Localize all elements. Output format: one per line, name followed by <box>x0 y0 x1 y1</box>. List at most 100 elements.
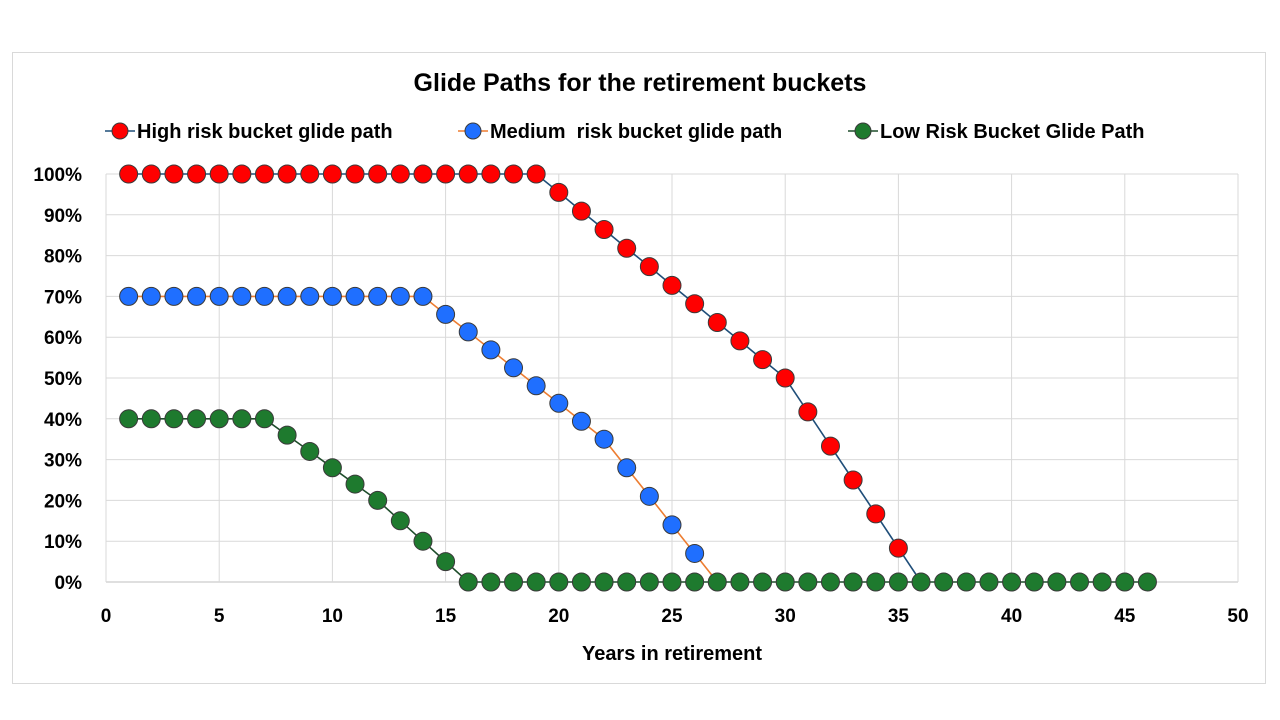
data-point <box>413 286 433 306</box>
data-point <box>141 164 161 184</box>
legend: High risk bucket glide path Medium risk b… <box>105 121 1145 143</box>
data-point <box>888 572 908 592</box>
data-point <box>798 572 818 592</box>
data-point <box>775 572 795 592</box>
data-point <box>504 572 524 592</box>
data-point <box>119 409 139 429</box>
data-point <box>1092 572 1112 592</box>
data-point <box>639 572 659 592</box>
data-point <box>187 164 207 184</box>
x-tick-label: 45 <box>1114 606 1136 627</box>
data-point <box>277 286 297 306</box>
x-tick-label: 50 <box>1227 606 1248 627</box>
data-point <box>164 409 184 429</box>
data-point <box>934 572 954 592</box>
data-point <box>458 322 478 342</box>
data-point <box>820 572 840 592</box>
data-point <box>164 286 184 306</box>
data-point <box>1115 572 1135 592</box>
data-point <box>187 286 207 306</box>
data-point <box>685 572 705 592</box>
y-tick-label: 80% <box>44 247 82 268</box>
data-point <box>254 409 274 429</box>
data-point <box>685 294 705 314</box>
data-point <box>866 504 886 524</box>
x-tick-label: 40 <box>1001 606 1022 627</box>
data-point <box>436 164 456 184</box>
data-point <box>119 286 139 306</box>
y-tick-label: 40% <box>44 410 82 431</box>
data-point <box>504 164 524 184</box>
data-point <box>277 164 297 184</box>
data-point <box>345 286 365 306</box>
data-point <box>730 572 750 592</box>
data-point <box>141 286 161 306</box>
y-tick-label: 30% <box>44 451 82 472</box>
data-point <box>753 572 773 592</box>
x-tick-label: 20 <box>548 606 569 627</box>
data-point <box>481 340 501 360</box>
data-point <box>300 286 320 306</box>
data-point <box>594 429 614 449</box>
series-line-2 <box>128 418 1148 583</box>
data-point <box>1047 572 1067 592</box>
y-tick-label: 70% <box>44 287 82 308</box>
data-point <box>594 572 614 592</box>
x-tick-label: 15 <box>435 606 457 627</box>
data-point <box>232 409 252 429</box>
data-point <box>390 511 410 531</box>
data-point <box>1024 572 1044 592</box>
data-point <box>141 409 161 429</box>
data-point <box>300 164 320 184</box>
data-point <box>232 286 252 306</box>
data-point <box>730 331 750 351</box>
data-point <box>1137 572 1157 592</box>
data-point <box>390 164 410 184</box>
data-point <box>662 572 682 592</box>
data-point <box>571 201 591 221</box>
data-point <box>187 409 207 429</box>
data-point <box>526 376 546 396</box>
data-point <box>662 515 682 535</box>
data-point <box>571 411 591 431</box>
x-tick-label: 10 <box>322 606 343 627</box>
data-point <box>753 350 773 370</box>
data-point <box>956 572 976 592</box>
x-tick-label: 25 <box>661 606 683 627</box>
data-point <box>911 572 931 592</box>
y-tick-label: 60% <box>44 328 82 349</box>
data-point <box>866 572 886 592</box>
data-point <box>707 572 727 592</box>
data-point <box>707 313 727 333</box>
data-point <box>526 164 546 184</box>
x-axis-title: Years in retirement <box>582 643 762 665</box>
data-point <box>685 543 705 563</box>
x-tick-label: 5 <box>214 606 225 627</box>
data-point <box>481 164 501 184</box>
data-point <box>436 552 456 572</box>
data-point <box>254 164 274 184</box>
legend-marker <box>111 122 129 140</box>
data-point <box>639 257 659 277</box>
data-point <box>979 572 999 592</box>
x-tick-label: 35 <box>888 606 910 627</box>
data-point <box>549 393 569 413</box>
data-point <box>413 164 433 184</box>
data-point <box>368 490 388 510</box>
y-tick-label: 20% <box>44 491 82 512</box>
data-point <box>843 470 863 490</box>
data-point <box>798 402 818 422</box>
data-point <box>617 238 637 258</box>
legend-label: Medium risk bucket glide path <box>490 121 782 143</box>
x-tick-label: 30 <box>775 606 796 627</box>
chart-title: Glide Paths for the retirement buckets <box>414 69 867 97</box>
data-point <box>1070 572 1090 592</box>
data-point <box>594 219 614 239</box>
data-point <box>617 458 637 478</box>
data-point <box>345 474 365 494</box>
data-point <box>526 572 546 592</box>
data-point <box>617 572 637 592</box>
data-point <box>549 572 569 592</box>
data-point <box>345 164 365 184</box>
data-point <box>843 572 863 592</box>
